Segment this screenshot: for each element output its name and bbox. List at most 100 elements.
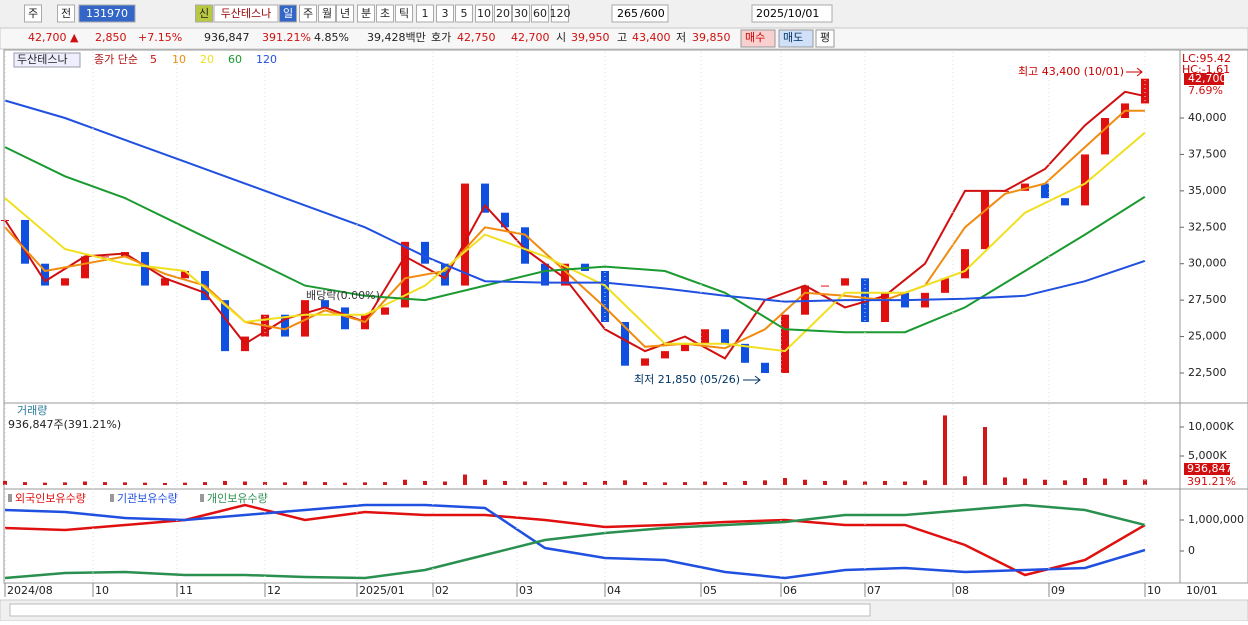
- date-box[interactable]: [751, 4, 833, 23]
- toolbar-button[interactable]: [494, 4, 512, 23]
- volume-bar: [643, 482, 647, 485]
- moving-average-line: [4, 99, 1146, 303]
- legend-entry: 10: [172, 53, 186, 66]
- volume-bar: [163, 482, 167, 485]
- scroll-track[interactable]: [9, 603, 871, 617]
- toolbar-label: 10: [477, 7, 491, 20]
- toolbar-button[interactable]: [436, 4, 454, 23]
- candle: [81, 256, 89, 279]
- order-button[interactable]: [740, 29, 776, 48]
- volume-bar: [203, 482, 207, 485]
- volume-bar: [723, 482, 727, 485]
- toolbar-button[interactable]: [318, 4, 336, 23]
- toolbar-button[interactable]: [376, 4, 394, 23]
- quote-field: 고: [617, 31, 627, 44]
- y-tick-label: 35,000: [1188, 184, 1227, 197]
- legend-swatch: [110, 494, 114, 502]
- toolbar-button[interactable]: [551, 4, 569, 23]
- candle: [621, 321, 629, 366]
- candle: [1041, 183, 1049, 199]
- x-tick-label: 03: [519, 584, 533, 597]
- volume-bar: [443, 481, 447, 485]
- toolbar-label: 신: [199, 7, 209, 20]
- volume-bar: [843, 480, 847, 485]
- order-button-label: 평: [820, 31, 830, 44]
- y-tick-label: 22,500: [1188, 366, 1227, 379]
- volume-bar: [123, 482, 127, 485]
- candle: [321, 300, 329, 308]
- volume-bar: [563, 481, 567, 485]
- candle: [701, 329, 709, 344]
- order-button[interactable]: [778, 29, 814, 48]
- quote-field: 43,400: [632, 31, 671, 44]
- volume-bar: [783, 478, 787, 485]
- last-volume-box: [1184, 463, 1230, 475]
- quote-field: 39,850: [692, 31, 731, 44]
- candle: [61, 278, 69, 286]
- volume-bar: [363, 482, 367, 485]
- toolbar-button[interactable]: [213, 4, 279, 23]
- end-date: 10/01: [1186, 584, 1218, 597]
- candle: [781, 314, 789, 373]
- quote-field: 호가: [431, 31, 451, 44]
- quote-field: 39,950: [571, 31, 610, 44]
- volume-bar: [483, 479, 487, 485]
- legend-entry: 기관보유수량: [117, 492, 178, 505]
- quote-field: 저: [676, 31, 686, 44]
- y-tick-label: 30,000: [1188, 257, 1227, 270]
- toolbar-button[interactable]: [195, 4, 213, 23]
- toolbar-button[interactable]: [78, 4, 136, 23]
- candle: [441, 263, 449, 286]
- volume-bar: [403, 479, 407, 485]
- volume-bar: [103, 482, 107, 485]
- volume-bar: [923, 480, 927, 485]
- toolbar-button[interactable]: [455, 4, 473, 23]
- toolbar-button[interactable]: [279, 4, 297, 23]
- candle: [681, 343, 689, 352]
- volume-bar: [863, 481, 867, 485]
- volume-bar: [683, 482, 687, 485]
- toolbar-button[interactable]: [512, 4, 530, 23]
- volume-bar: [423, 480, 427, 485]
- annotation-arrow: [743, 375, 761, 385]
- holding-line: [4, 503, 1146, 580]
- toolbar-button[interactable]: [475, 4, 493, 23]
- toolbar-label: 1: [422, 7, 429, 20]
- side-label: HC:-1.61: [1182, 63, 1230, 76]
- candle: [181, 270, 189, 279]
- toolbar-button[interactable]: [357, 4, 375, 23]
- volume-bar: [623, 480, 627, 485]
- candle: [401, 241, 409, 308]
- candle: [1061, 198, 1069, 206]
- legend-entry: 개인보유수량: [207, 492, 268, 505]
- moving-average-line: [4, 146, 1146, 334]
- legend-swatch: [200, 494, 204, 502]
- toolbar-button[interactable]: [531, 4, 549, 23]
- quote-field: 시: [556, 31, 566, 44]
- toolbar-button[interactable]: [416, 4, 434, 23]
- holding-line: [4, 503, 1146, 580]
- candle: [1081, 154, 1089, 206]
- count-max: /600: [640, 7, 665, 20]
- toolbar-button[interactable]: [395, 4, 413, 23]
- toolbar-button[interactable]: [299, 4, 317, 23]
- toolbar-button[interactable]: [57, 4, 75, 23]
- candle: [281, 314, 289, 337]
- volume-bar: [603, 480, 607, 485]
- value-axis-area: [1179, 49, 1248, 584]
- volume-bar: [943, 415, 947, 485]
- volume-bar: [23, 482, 27, 485]
- toolbar-label: 두산테스나: [221, 7, 272, 20]
- toolbar-label: 120: [550, 7, 571, 20]
- y-tick-label: 40,000: [1188, 111, 1227, 124]
- volume-bar: [143, 482, 147, 485]
- legend-label: 종가 단순: [94, 53, 138, 66]
- legend-entry: 60: [228, 53, 242, 66]
- toolbar-button[interactable]: [336, 4, 354, 23]
- count-box: [611, 4, 669, 23]
- toolbar-button[interactable]: [24, 4, 42, 23]
- candle: [661, 351, 669, 359]
- last-volume-change: 391.21%: [1187, 475, 1236, 488]
- order-button[interactable]: [815, 29, 835, 48]
- quote-field: 4.85%: [314, 31, 349, 44]
